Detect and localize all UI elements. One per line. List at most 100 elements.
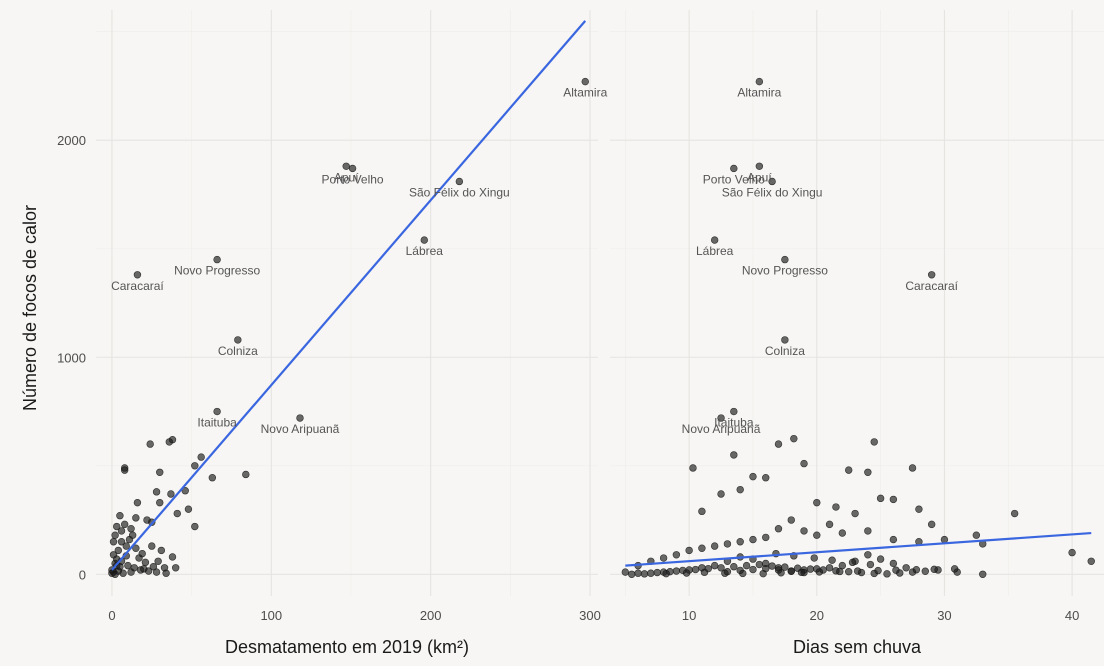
data-point bbox=[927, 520, 936, 529]
data-point bbox=[698, 544, 706, 552]
data-point bbox=[157, 546, 166, 555]
data-point bbox=[825, 564, 834, 572]
data-point bbox=[146, 440, 154, 448]
data-point bbox=[749, 472, 757, 481]
data-point bbox=[662, 569, 670, 578]
data-point bbox=[689, 464, 697, 472]
data-point bbox=[133, 498, 142, 507]
data-point bbox=[181, 487, 189, 495]
data-point bbox=[160, 564, 169, 572]
data-point bbox=[621, 568, 630, 576]
labeled-data-point bbox=[730, 407, 738, 416]
data-point bbox=[168, 553, 177, 561]
data-point bbox=[628, 570, 636, 578]
data-point bbox=[672, 551, 681, 559]
data-point bbox=[167, 490, 175, 498]
data-point bbox=[109, 538, 118, 546]
data-point bbox=[736, 538, 744, 546]
data-point bbox=[717, 490, 725, 498]
data-point bbox=[114, 546, 123, 555]
data-point bbox=[117, 538, 126, 546]
data-point bbox=[1068, 548, 1076, 557]
point-label: Novo Progresso bbox=[742, 264, 828, 278]
data-point bbox=[813, 531, 821, 539]
data-point bbox=[723, 567, 732, 576]
data-point bbox=[845, 567, 853, 576]
point-label: Novo Aripuanã bbox=[261, 422, 340, 436]
x-axis-title: Dias sem chuva bbox=[793, 637, 922, 657]
data-point bbox=[156, 468, 164, 476]
data-point bbox=[127, 525, 135, 533]
data-point bbox=[870, 438, 878, 446]
labeled-data-point bbox=[768, 177, 776, 186]
data-point bbox=[132, 544, 140, 552]
point-label: Novo Aripuanã bbox=[682, 422, 761, 436]
data-point bbox=[736, 566, 744, 575]
x-tick-label: 30 bbox=[937, 608, 951, 623]
point-label: Itaituba bbox=[714, 416, 754, 430]
point-label: Lábrea bbox=[406, 244, 444, 258]
point-label: Caracaraí bbox=[905, 279, 958, 293]
data-point bbox=[749, 535, 757, 544]
labeled-data-point bbox=[755, 162, 764, 170]
data-point bbox=[889, 535, 898, 544]
data-point bbox=[634, 569, 642, 577]
data-point bbox=[132, 514, 140, 522]
data-point bbox=[682, 569, 691, 577]
point-label: Porto Velho bbox=[703, 172, 765, 186]
data-point bbox=[790, 434, 798, 443]
data-point bbox=[116, 511, 124, 520]
data-point bbox=[921, 567, 929, 575]
data-point bbox=[148, 542, 156, 550]
data-point bbox=[141, 558, 150, 567]
data-point bbox=[749, 565, 757, 574]
y-tick-label: 1000 bbox=[57, 350, 86, 365]
labeled-data-point bbox=[213, 407, 221, 416]
data-point bbox=[866, 560, 875, 569]
point-label: Apuí bbox=[334, 170, 359, 184]
data-point bbox=[755, 560, 764, 569]
x-tick-label: 300 bbox=[579, 608, 601, 623]
labeled-data-point bbox=[927, 271, 936, 279]
data-point bbox=[191, 462, 199, 470]
data-point bbox=[836, 567, 844, 576]
x-tick-label: 10 bbox=[682, 608, 696, 623]
data-point bbox=[143, 516, 151, 524]
data-point bbox=[127, 568, 135, 576]
data-point bbox=[710, 542, 719, 550]
data-point bbox=[940, 535, 949, 544]
data-point bbox=[889, 559, 898, 568]
x-tick-label: 100 bbox=[260, 608, 282, 623]
data-point bbox=[774, 440, 783, 448]
labeled-data-point bbox=[581, 77, 589, 86]
data-point bbox=[832, 503, 840, 511]
data-point bbox=[787, 567, 795, 575]
data-point bbox=[864, 551, 872, 559]
data-point bbox=[838, 529, 847, 537]
data-point bbox=[184, 505, 193, 513]
data-point bbox=[117, 527, 126, 535]
data-point bbox=[119, 569, 127, 577]
data-point bbox=[864, 468, 872, 476]
data-point bbox=[700, 568, 709, 577]
data-point bbox=[653, 568, 661, 577]
data-point bbox=[165, 438, 174, 446]
data-point bbox=[691, 565, 700, 574]
data-point bbox=[685, 546, 693, 555]
data-point bbox=[930, 565, 938, 574]
labeled-data-point bbox=[755, 77, 764, 86]
data-point bbox=[848, 558, 857, 567]
trend-line bbox=[625, 531, 1092, 567]
data-point bbox=[810, 554, 818, 562]
data-point bbox=[800, 459, 808, 468]
data-point bbox=[979, 570, 987, 578]
data-point bbox=[120, 466, 129, 474]
data-point bbox=[874, 566, 882, 575]
data-point bbox=[156, 498, 164, 507]
data-point bbox=[768, 562, 776, 570]
data-point bbox=[144, 567, 153, 575]
point-label: Altamira bbox=[563, 86, 607, 100]
labeled-data-point bbox=[455, 177, 464, 186]
